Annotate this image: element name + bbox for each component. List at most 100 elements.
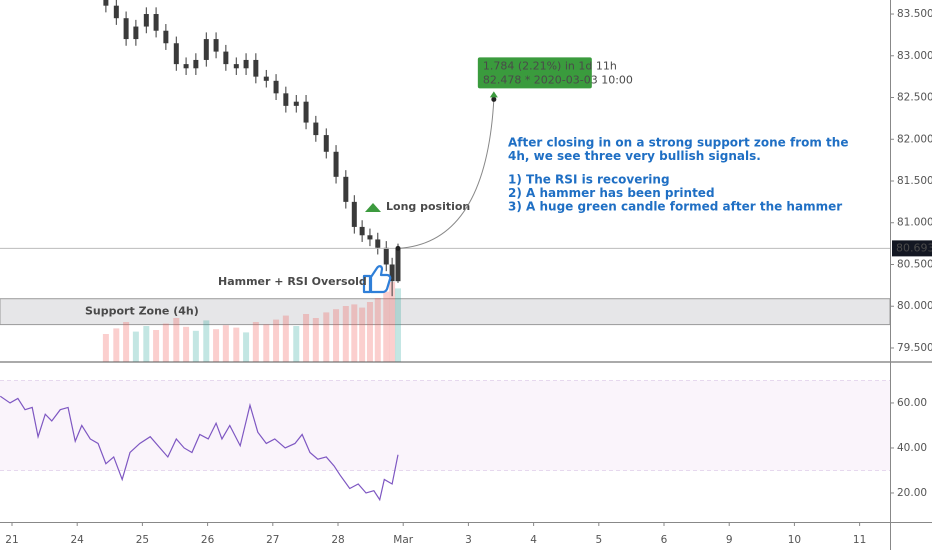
volume-bar — [394, 288, 401, 362]
volume-bar — [252, 322, 259, 362]
volume-bar — [143, 326, 150, 362]
volume-bar — [351, 304, 358, 362]
note-line: 3) A huge green candle formed after the … — [508, 200, 842, 214]
volume-bar — [233, 327, 240, 362]
volume-bar — [213, 329, 220, 362]
volume-bar — [293, 326, 300, 362]
volume-bar — [113, 328, 120, 362]
volume-bar — [222, 325, 229, 362]
x-tick-label: 5 — [595, 534, 602, 546]
x-tick-label: 3 — [465, 534, 472, 546]
forecast-line1: 1.784 (2.21%) in 1d 11h — [483, 59, 617, 72]
note-line: 2) A hammer has been printed — [508, 186, 715, 200]
rsi-band — [0, 380, 890, 471]
candle-body — [333, 151, 339, 177]
volume-bar — [123, 322, 130, 362]
last-price-label: 80.693 — [896, 241, 932, 254]
volume-bar — [263, 324, 270, 362]
forecast-curve — [397, 99, 495, 249]
y-tick-label: 83.000 — [897, 50, 932, 62]
volume-bar — [359, 307, 366, 362]
support-zone — [0, 298, 891, 326]
x-tick-label: 4 — [530, 534, 537, 546]
thumbs-up-icon — [362, 265, 392, 294]
candle-body — [273, 80, 279, 94]
x-tick-label: 26 — [201, 534, 215, 546]
x-tick-label: 24 — [71, 534, 85, 546]
candle-body — [203, 39, 209, 60]
volume-bar — [342, 306, 349, 362]
volume-bar — [132, 331, 139, 362]
x-tick-label: 28 — [331, 534, 344, 546]
volume-bar — [102, 334, 109, 362]
hammer-label: Hammer + RSI Oversold — [218, 275, 367, 288]
rsi-line — [0, 395, 399, 502]
support-zone-label: Support Zone (4h) — [85, 305, 199, 318]
y-tick-label: 60.00 — [897, 397, 927, 409]
y-tick-label: 20.00 — [897, 487, 927, 499]
forecast-line2: 82.478 * 2020-03-03 10:00 — [483, 73, 633, 86]
note-line: 1) The RSI is recovering — [508, 173, 670, 187]
volume-bar — [374, 298, 381, 362]
volume-bar — [153, 330, 160, 362]
x-tick-label: 27 — [266, 534, 279, 546]
candle-body — [283, 93, 289, 106]
long-label: Long position — [386, 200, 470, 213]
candle-body — [113, 5, 119, 19]
volume-bar — [243, 332, 250, 362]
y-tick-label: 81.500 — [897, 175, 932, 187]
x-tick-label: 11 — [853, 534, 866, 546]
candle-body — [367, 235, 373, 240]
y-tick-label: 82.500 — [897, 92, 932, 104]
x-tick-label: 21 — [5, 534, 18, 546]
candle-body — [123, 18, 129, 40]
volume-bar — [366, 302, 373, 362]
x-tick-label: 6 — [661, 534, 668, 546]
volume-bar — [303, 314, 310, 362]
note-line: After closing in on a strong support zon… — [508, 136, 848, 150]
forecast-box — [477, 57, 592, 89]
volume-bar — [173, 318, 180, 362]
volume-bar — [162, 323, 169, 362]
long-marker — [365, 203, 381, 212]
x-tick-label: Mar — [393, 534, 413, 546]
candle-body — [343, 176, 349, 202]
candle-body — [193, 59, 199, 69]
forecast-end — [491, 96, 497, 102]
candle-body — [163, 30, 169, 44]
volume-bar — [333, 309, 340, 362]
note-line: 4h, we see three very bullish signals. — [508, 149, 761, 163]
y-tick-label: 40.00 — [897, 442, 927, 454]
candle-body — [253, 59, 259, 77]
y-tick-label: 82.000 — [897, 133, 932, 145]
candle-body — [313, 122, 319, 136]
candle-body — [153, 14, 159, 31]
x-tick-label: 9 — [726, 534, 733, 546]
volume-bar — [203, 320, 210, 362]
forecast-arrow — [489, 91, 498, 98]
volume-bar — [282, 315, 289, 362]
x-tick-label: 25 — [136, 534, 149, 546]
candle-body — [173, 43, 179, 65]
volume-bar — [183, 326, 190, 362]
candle-body — [133, 26, 139, 40]
candle-body — [223, 51, 229, 65]
candle-body — [213, 39, 219, 52]
volume-bar — [273, 319, 280, 362]
y-tick-label: 83.500 — [897, 8, 932, 20]
candle-body — [323, 135, 329, 152]
x-tick-label: 10 — [788, 534, 801, 546]
volume-bar — [323, 312, 330, 362]
candle-body — [233, 64, 239, 69]
candle-body — [359, 226, 365, 236]
last-price-box — [892, 240, 932, 257]
forecast-start — [395, 245, 401, 251]
candle-body — [103, 0, 109, 6]
y-tick-label: 80.000 — [897, 300, 932, 312]
candle-body — [351, 201, 357, 227]
candle-body — [389, 264, 395, 282]
candle-body — [383, 247, 389, 265]
volume-bar — [383, 291, 390, 362]
